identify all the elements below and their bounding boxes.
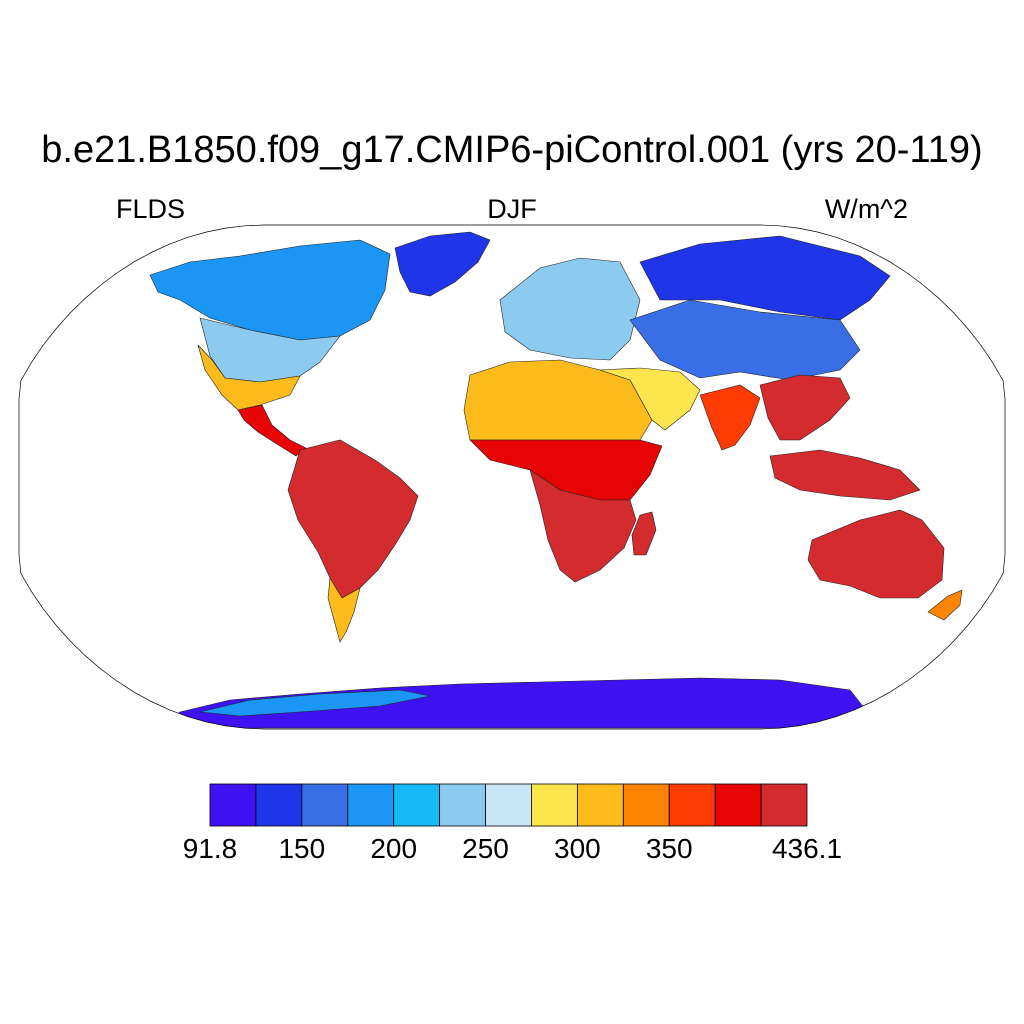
region-north-america-south — [197, 344, 301, 411]
variable-label: FLDS — [116, 194, 186, 224]
colorbar-label-4: 300 — [554, 833, 601, 864]
globe-outline — [18, 224, 1006, 730]
colorbar-swatch-0 — [209, 783, 257, 827]
region-madagascar — [631, 511, 657, 556]
region-africa-north — [463, 359, 653, 441]
region-india — [699, 384, 761, 451]
colorbar-swatch-8 — [576, 783, 624, 827]
region-africa-central — [469, 439, 663, 501]
region-europe — [499, 257, 641, 361]
region-australia — [807, 509, 945, 599]
colorbar-label-2: 200 — [370, 833, 418, 864]
colorbar-label-3: 250 — [462, 833, 509, 864]
colorbar-swatch-1 — [255, 783, 303, 827]
region-indonesia — [769, 449, 921, 501]
colorbar-swatch-11 — [714, 783, 762, 827]
colorbar-swatch-7 — [531, 783, 578, 827]
colorbar-swatch-5 — [439, 783, 486, 827]
colorbar-swatch-4 — [393, 783, 441, 827]
region-siberia — [639, 235, 891, 321]
region-patagonia — [327, 577, 361, 643]
season-label: DJF — [487, 194, 537, 224]
region-greenland — [394, 231, 491, 297]
region-new-zealand — [927, 589, 963, 621]
region-north-america-mid — [199, 317, 341, 383]
region-southeast-asia — [759, 374, 851, 441]
region-antarctica — [159, 677, 881, 729]
region-central-asia — [629, 299, 861, 381]
chart-title: b.e21.B1850.f09_g17.CMIP6-piControl.001 … — [41, 129, 983, 171]
colorbar-swatch-6 — [485, 783, 532, 827]
region-antarctic-coast — [199, 689, 431, 717]
colorbar-swatch-10 — [668, 783, 716, 827]
colorbar-swatch-3 — [347, 783, 395, 827]
colorbar-label-5: 350 — [645, 833, 693, 864]
region-africa-south — [529, 469, 637, 583]
colorbar-label-1: 150 — [278, 833, 326, 864]
region-central-america — [237, 404, 307, 457]
region-south-america — [287, 439, 419, 599]
colorbar — [209, 783, 808, 827]
colorbar-swatch-2 — [301, 783, 349, 827]
colorbar-label-0: 91.8 — [182, 833, 238, 864]
map-land-layer — [149, 231, 963, 729]
colorbar-swatch-12 — [760, 783, 808, 827]
region-middle-east — [599, 367, 701, 431]
colorbar-swatch-9 — [622, 783, 670, 827]
colorbar-label-6: 436.1 — [771, 833, 843, 864]
region-north-america-north — [149, 239, 391, 341]
units-label: W/m^2 — [824, 194, 908, 224]
